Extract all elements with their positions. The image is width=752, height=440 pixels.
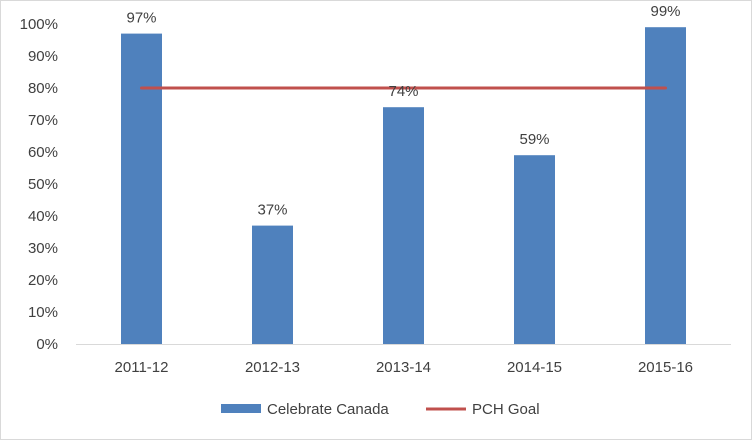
x-tick-label: 2015-16 (638, 359, 693, 376)
bar-celebrate-canada (514, 155, 555, 344)
data-label: 74% (388, 83, 418, 100)
data-label: 97% (126, 10, 156, 27)
y-tick-label: 20% (28, 272, 58, 289)
y-tick-label: 100% (20, 16, 58, 33)
legend-swatch-celebrate-canada (221, 404, 261, 413)
x-tick-label: 2011-12 (115, 359, 169, 376)
y-tick-label: 40% (28, 208, 58, 225)
bar-celebrate-canada (645, 27, 686, 344)
y-tick-label: 30% (28, 240, 58, 257)
bar-celebrate-canada (121, 33, 162, 344)
y-tick-label: 10% (28, 304, 58, 321)
x-tick-label: 2012-13 (245, 359, 300, 376)
y-tick-label: 90% (28, 48, 58, 65)
y-tick-label: 50% (28, 176, 58, 193)
bar-celebrate-canada (252, 225, 293, 344)
y-tick-label: 0% (36, 336, 58, 353)
x-tick-label: 2013-14 (376, 359, 431, 376)
data-label: 99% (650, 3, 680, 20)
y-tick-label: 80% (28, 80, 58, 97)
legend-label-pch-goal: PCH Goal (472, 401, 540, 418)
y-tick-label: 60% (28, 144, 58, 161)
legend-label-celebrate-canada: Celebrate Canada (267, 401, 389, 418)
bar-celebrate-canada (383, 107, 424, 344)
data-label: 59% (519, 131, 549, 148)
data-label: 37% (257, 202, 287, 219)
y-tick-label: 70% (28, 112, 58, 129)
x-tick-label: 2014-15 (507, 359, 562, 376)
